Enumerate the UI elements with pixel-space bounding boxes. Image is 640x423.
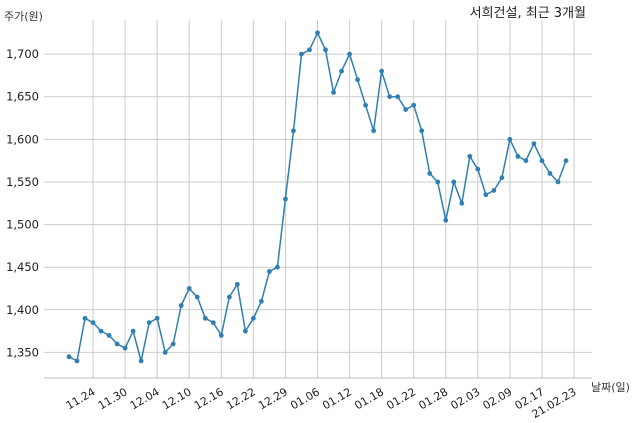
data-point xyxy=(202,315,208,321)
y-tick-label: 1,550 xyxy=(6,175,39,189)
data-point xyxy=(210,320,216,325)
x-tick-label: 12.22 xyxy=(224,385,258,412)
x-tick-label: 12.04 xyxy=(128,385,162,412)
data-point xyxy=(154,315,160,321)
data-point xyxy=(555,179,561,185)
y-tick-label: 1,350 xyxy=(6,345,39,359)
data-point xyxy=(491,188,497,193)
data-point xyxy=(66,354,72,360)
data-point xyxy=(122,345,128,351)
data-point xyxy=(539,158,545,164)
data-point xyxy=(323,47,328,53)
data-point xyxy=(114,341,120,347)
data-point xyxy=(371,128,377,134)
y-tick-label: 1,650 xyxy=(6,90,39,104)
data-point xyxy=(395,94,401,100)
data-point xyxy=(138,358,144,364)
y-axis-unit-label: 주가(원) xyxy=(4,10,43,23)
data-point xyxy=(547,171,553,176)
data-point xyxy=(419,128,425,134)
data-point xyxy=(347,51,352,57)
data-point xyxy=(242,328,248,334)
data-point xyxy=(275,264,280,270)
data-point xyxy=(475,166,481,172)
data-point xyxy=(403,107,409,112)
y-tick-label: 1,700 xyxy=(6,47,39,61)
data-point xyxy=(467,153,473,159)
y-tick-label: 1,400 xyxy=(6,303,39,317)
data-point xyxy=(459,200,465,206)
data-point xyxy=(234,281,240,287)
data-point xyxy=(523,158,529,164)
data-point xyxy=(299,51,304,57)
x-tick-label: 12.16 xyxy=(192,385,226,412)
data-point xyxy=(250,315,256,321)
y-tick-label: 1,600 xyxy=(6,132,39,146)
data-point xyxy=(411,102,417,108)
data-point xyxy=(483,192,489,198)
data-point xyxy=(307,47,312,53)
x-axis-unit-label: 날짜(일) xyxy=(591,381,630,394)
data-point xyxy=(355,77,360,83)
data-point xyxy=(507,136,513,142)
data-point xyxy=(186,286,192,291)
data-point xyxy=(331,90,336,95)
data-point xyxy=(515,153,521,159)
data-point xyxy=(146,320,152,325)
y-tick-label: 1,500 xyxy=(6,218,39,232)
data-point xyxy=(563,158,569,164)
data-point xyxy=(339,68,344,74)
chart-title: 서희건설, 최근 3개월 xyxy=(469,6,586,21)
data-point xyxy=(435,179,441,185)
data-point xyxy=(194,294,200,300)
data-point xyxy=(531,141,537,146)
data-point xyxy=(315,30,320,36)
data-point xyxy=(363,102,368,108)
data-point xyxy=(291,128,296,134)
data-point xyxy=(379,68,385,74)
y-tick-label: 1,450 xyxy=(6,260,39,274)
data-point xyxy=(130,328,136,334)
data-point xyxy=(90,320,96,325)
data-point xyxy=(82,315,88,321)
data-point xyxy=(427,171,433,176)
x-tick-label: 01.18 xyxy=(352,385,386,412)
x-tick-label: 12.10 xyxy=(160,385,194,412)
x-tick-label: 01.28 xyxy=(416,385,450,412)
x-tick-label: 01.06 xyxy=(288,385,322,412)
x-tick-label: 12.29 xyxy=(256,385,290,412)
data-point xyxy=(267,269,272,274)
x-tick-label: 11.30 xyxy=(96,385,130,412)
data-point xyxy=(451,179,457,185)
x-tick-label: 02.09 xyxy=(481,385,515,412)
data-point xyxy=(170,341,176,347)
data-point xyxy=(162,350,168,355)
data-point xyxy=(226,294,232,300)
data-point xyxy=(258,298,264,304)
data-point xyxy=(218,332,224,338)
data-point xyxy=(178,303,184,308)
x-tick-label: 01.22 xyxy=(384,385,418,412)
data-point xyxy=(387,94,393,100)
data-point xyxy=(106,332,112,338)
data-point xyxy=(283,196,288,202)
x-tick-label: 02.03 xyxy=(449,385,483,412)
x-tick-label: 01.12 xyxy=(320,385,354,412)
x-tick-label: 11.24 xyxy=(64,385,98,412)
data-point xyxy=(98,328,104,334)
data-point xyxy=(443,217,449,223)
data-point xyxy=(499,175,505,181)
data-point xyxy=(74,358,80,364)
